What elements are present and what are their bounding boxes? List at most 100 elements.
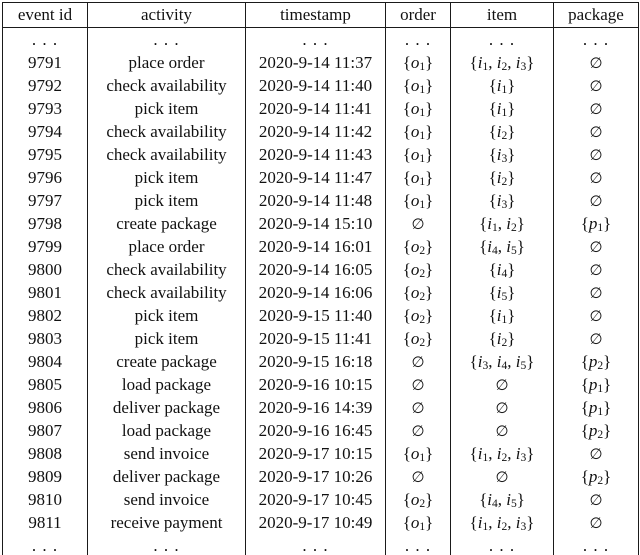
cell-timestamp: 2020-9-15 11:41: [245, 327, 386, 350]
table-body: . . .. . .. . .. . .. . .. . . 9791 place …: [2, 27, 639, 555]
cell-activity: send invoice: [87, 442, 246, 465]
cell-timestamp: . . .: [245, 534, 386, 555]
cell-item: {i3}: [450, 143, 554, 166]
table-row: 9810 send invoice 2020-9-17 10:45 {o2} {i4, …: [2, 488, 639, 511]
cell-order: ∅: [385, 373, 451, 396]
cell-item: {i4, i5}: [450, 488, 554, 511]
cell-item: . . .: [450, 534, 554, 555]
table-row: 9795 check availability 2020-9-14 11:43 {o1…: [2, 143, 639, 166]
cell-package: ∅: [553, 97, 639, 120]
cell-package: ∅: [553, 120, 639, 143]
table-row: 9799 place order 2020-9-14 16:01 {o2} {i4, i…: [2, 235, 639, 258]
header-row: event id activity timestamp order item p…: [2, 2, 639, 28]
cell-timestamp: 2020-9-14 15:10: [245, 212, 386, 235]
cell-event-id: 9811: [2, 511, 88, 534]
cell-event-id: 9791: [2, 51, 88, 74]
cell-order: {o1}: [385, 511, 451, 534]
cell-timestamp: 2020-9-16 10:15: [245, 373, 386, 396]
table-row: 9792 check availability 2020-9-14 11:40 {o1…: [2, 74, 639, 97]
cell-event-id: 9801: [2, 281, 88, 304]
cell-order: {o1}: [385, 120, 451, 143]
table-row: . . .. . .. . .. . .. . .. . .: [2, 27, 639, 51]
cell-timestamp: 2020-9-17 10:26: [245, 465, 386, 488]
cell-event-id: 9809: [2, 465, 88, 488]
table-row: 9805 load package 2020-9-16 10:15 ∅ ∅ {p1}: [2, 373, 639, 396]
cell-timestamp: 2020-9-17 10:49: [245, 511, 386, 534]
column-header-order: order: [385, 2, 451, 28]
cell-package: ∅: [553, 166, 639, 189]
cell-package: ∅: [553, 281, 639, 304]
table-row: 9808 send invoice 2020-9-17 10:15 {o1} {i1, …: [2, 442, 639, 465]
cell-order: {o1}: [385, 51, 451, 74]
cell-event-id: 9804: [2, 350, 88, 373]
cell-order: {o2}: [385, 327, 451, 350]
cell-activity: . . .: [87, 27, 246, 51]
cell-activity: load package: [87, 419, 246, 442]
cell-timestamp: 2020-9-16 16:45: [245, 419, 386, 442]
cell-timestamp: 2020-9-14 11:40: [245, 74, 386, 97]
cell-timestamp: 2020-9-14 11:47: [245, 166, 386, 189]
cell-order: . . .: [385, 534, 451, 555]
table-row: 9791 place order 2020-9-14 11:37 {o1} {i1, i…: [2, 51, 639, 74]
cell-package: ∅: [553, 304, 639, 327]
cell-event-id: 9806: [2, 396, 88, 419]
cell-timestamp: 2020-9-14 16:01: [245, 235, 386, 258]
cell-item: {i1}: [450, 74, 554, 97]
cell-item: {i1, i2, i3}: [450, 442, 554, 465]
cell-order: ∅: [385, 396, 451, 419]
cell-activity: deliver package: [87, 396, 246, 419]
cell-package: ∅: [553, 258, 639, 281]
cell-package: . . .: [553, 534, 639, 555]
cell-activity: create package: [87, 350, 246, 373]
cell-item: {i3}: [450, 189, 554, 212]
table-row: 9801 check availability 2020-9-14 16:06 {o2…: [2, 281, 639, 304]
cell-item: {i3, i4, i5}: [450, 350, 554, 373]
cell-event-id: 9807: [2, 419, 88, 442]
cell-activity: pick item: [87, 304, 246, 327]
cell-activity: pick item: [87, 189, 246, 212]
table-row: 9800 check availability 2020-9-14 16:05 {o2…: [2, 258, 639, 281]
cell-timestamp: 2020-9-14 11:41: [245, 97, 386, 120]
cell-activity: send invoice: [87, 488, 246, 511]
table-row: 9802 pick item 2020-9-15 11:40 {o2} {i1} ∅: [2, 304, 639, 327]
cell-event-id: 9802: [2, 304, 88, 327]
cell-timestamp: 2020-9-14 11:42: [245, 120, 386, 143]
table-header: event id activity timestamp order item p…: [2, 2, 639, 28]
cell-timestamp: 2020-9-14 16:06: [245, 281, 386, 304]
cell-item: ∅: [450, 419, 554, 442]
cell-order: ∅: [385, 350, 451, 373]
table-row: 9798 create package 2020-9-14 15:10 ∅ {i1, i…: [2, 212, 639, 235]
cell-timestamp: 2020-9-14 11:48: [245, 189, 386, 212]
table-row: 9794 check availability 2020-9-14 11:42 {o1…: [2, 120, 639, 143]
cell-event-id: 9805: [2, 373, 88, 396]
cell-event-id: 9810: [2, 488, 88, 511]
cell-package: ∅: [553, 511, 639, 534]
cell-timestamp: 2020-9-15 16:18: [245, 350, 386, 373]
cell-item: {i2}: [450, 120, 554, 143]
cell-event-id: 9797: [2, 189, 88, 212]
cell-item: {i1, i2}: [450, 212, 554, 235]
column-header-activity: activity: [87, 2, 246, 28]
cell-package: . . .: [553, 27, 639, 51]
column-header-event-id: event id: [2, 2, 88, 28]
cell-event-id: 9794: [2, 120, 88, 143]
cell-order: {o1}: [385, 166, 451, 189]
cell-order: {o1}: [385, 189, 451, 212]
column-header-timestamp: timestamp: [245, 2, 386, 28]
cell-order: {o1}: [385, 97, 451, 120]
cell-package: ∅: [553, 235, 639, 258]
cell-item: ∅: [450, 465, 554, 488]
cell-item: . . .: [450, 27, 554, 51]
cell-timestamp: 2020-9-17 10:45: [245, 488, 386, 511]
table-row: 9796 pick item 2020-9-14 11:47 {o1} {i2} ∅: [2, 166, 639, 189]
table-row: 9807 load package 2020-9-16 16:45 ∅ ∅ {p2}: [2, 419, 639, 442]
cell-event-id: 9793: [2, 97, 88, 120]
cell-activity: check availability: [87, 258, 246, 281]
cell-order: {o2}: [385, 281, 451, 304]
cell-package: {p1}: [553, 212, 639, 235]
cell-event-id: 9798: [2, 212, 88, 235]
cell-order: {o2}: [385, 488, 451, 511]
cell-item: {i4}: [450, 258, 554, 281]
